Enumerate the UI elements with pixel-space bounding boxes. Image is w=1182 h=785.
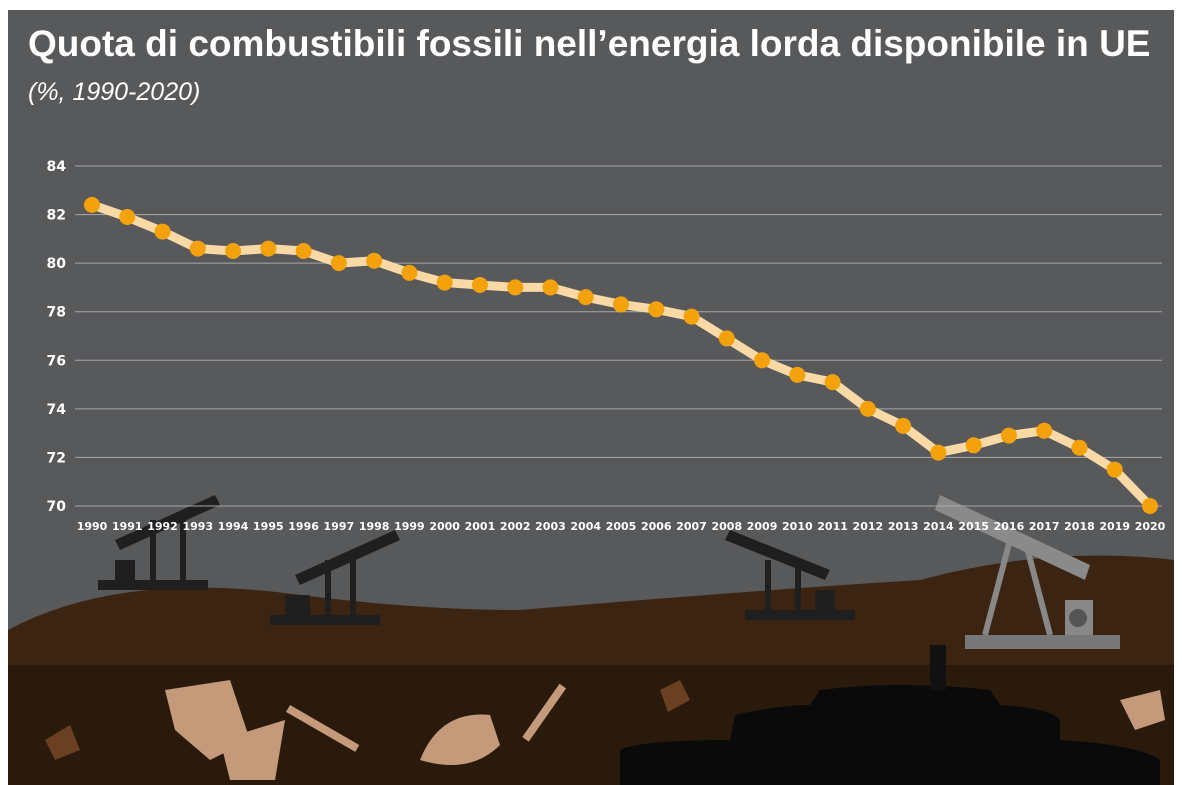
data-point bbox=[366, 253, 382, 269]
x-tick-label: 1995 bbox=[253, 520, 284, 533]
y-tick-label: 80 bbox=[47, 256, 67, 272]
data-point bbox=[754, 352, 770, 368]
data-point bbox=[225, 243, 241, 259]
data-point bbox=[684, 309, 700, 325]
x-tick-label: 2002 bbox=[500, 520, 531, 533]
data-point bbox=[542, 279, 558, 295]
data-point bbox=[825, 374, 841, 390]
x-tick-label: 2011 bbox=[817, 520, 848, 533]
data-point bbox=[472, 277, 488, 293]
x-tick-label: 2001 bbox=[465, 520, 496, 533]
data-point bbox=[895, 418, 911, 434]
data-point bbox=[860, 401, 876, 417]
x-tick-label: 2019 bbox=[1099, 520, 1130, 533]
y-tick-label: 70 bbox=[47, 499, 67, 515]
x-tick-label: 1993 bbox=[182, 520, 213, 533]
x-tick-label: 2017 bbox=[1029, 520, 1060, 533]
x-tick-label: 1999 bbox=[394, 520, 425, 533]
data-point bbox=[1071, 440, 1087, 456]
data-point bbox=[1036, 423, 1052, 439]
y-tick-label: 72 bbox=[47, 450, 66, 466]
data-point bbox=[578, 289, 594, 305]
data-point bbox=[613, 296, 629, 312]
pipe bbox=[930, 645, 946, 690]
x-tick-label: 2009 bbox=[747, 520, 778, 533]
data-point bbox=[966, 437, 982, 453]
data-point bbox=[930, 445, 946, 461]
x-tick-label: 2014 bbox=[923, 520, 954, 533]
data-point bbox=[119, 209, 135, 225]
data-point bbox=[719, 330, 735, 346]
chart: Quota di combustibili fossili nell’energ… bbox=[0, 0, 1182, 785]
data-point bbox=[1107, 462, 1123, 478]
x-tick-label: 1990 bbox=[77, 520, 108, 533]
x-tick-label: 2018 bbox=[1064, 520, 1095, 533]
x-tick-label: 2000 bbox=[429, 520, 460, 533]
x-tick-label: 2003 bbox=[535, 520, 566, 533]
data-point bbox=[1001, 428, 1017, 444]
x-tick-label: 2007 bbox=[676, 520, 707, 533]
data-point bbox=[789, 367, 805, 383]
x-tick-label: 1994 bbox=[218, 520, 249, 533]
x-tick-label: 2012 bbox=[853, 520, 884, 533]
data-point bbox=[155, 224, 171, 240]
y-tick-label: 84 bbox=[47, 159, 67, 175]
x-tick-label: 2006 bbox=[641, 520, 672, 533]
data-point bbox=[507, 279, 523, 295]
x-tick-label: 1991 bbox=[112, 520, 143, 533]
x-tick-label: 2020 bbox=[1135, 520, 1166, 533]
x-tick-label: 2015 bbox=[958, 520, 989, 533]
x-tick-label: 1997 bbox=[324, 520, 355, 533]
x-tick-label: 2008 bbox=[711, 520, 742, 533]
x-tick-label: 1998 bbox=[359, 520, 390, 533]
y-tick-label: 74 bbox=[47, 402, 67, 418]
data-point bbox=[190, 241, 206, 257]
chart-title: Quota di combustibili fossili nell’energ… bbox=[28, 23, 1150, 64]
data-point bbox=[84, 197, 100, 213]
y-tick-label: 82 bbox=[47, 208, 66, 224]
x-tick-label: 2005 bbox=[606, 520, 637, 533]
x-tick-label: 1996 bbox=[288, 520, 319, 533]
data-point bbox=[437, 275, 453, 291]
y-tick-label: 78 bbox=[47, 305, 66, 321]
data-point bbox=[331, 255, 347, 271]
data-point bbox=[260, 241, 276, 257]
data-point bbox=[1142, 498, 1158, 514]
x-tick-label: 1992 bbox=[147, 520, 178, 533]
data-point bbox=[296, 243, 312, 259]
x-tick-label: 2004 bbox=[570, 520, 601, 533]
data-point bbox=[648, 301, 664, 317]
x-tick-label: 2016 bbox=[994, 520, 1025, 533]
x-tick-label: 2013 bbox=[888, 520, 919, 533]
data-point bbox=[401, 265, 417, 281]
x-tick-label: 2010 bbox=[782, 520, 813, 533]
y-tick-label: 76 bbox=[47, 353, 66, 369]
chart-subtitle: (%, 1990-2020) bbox=[28, 78, 200, 106]
